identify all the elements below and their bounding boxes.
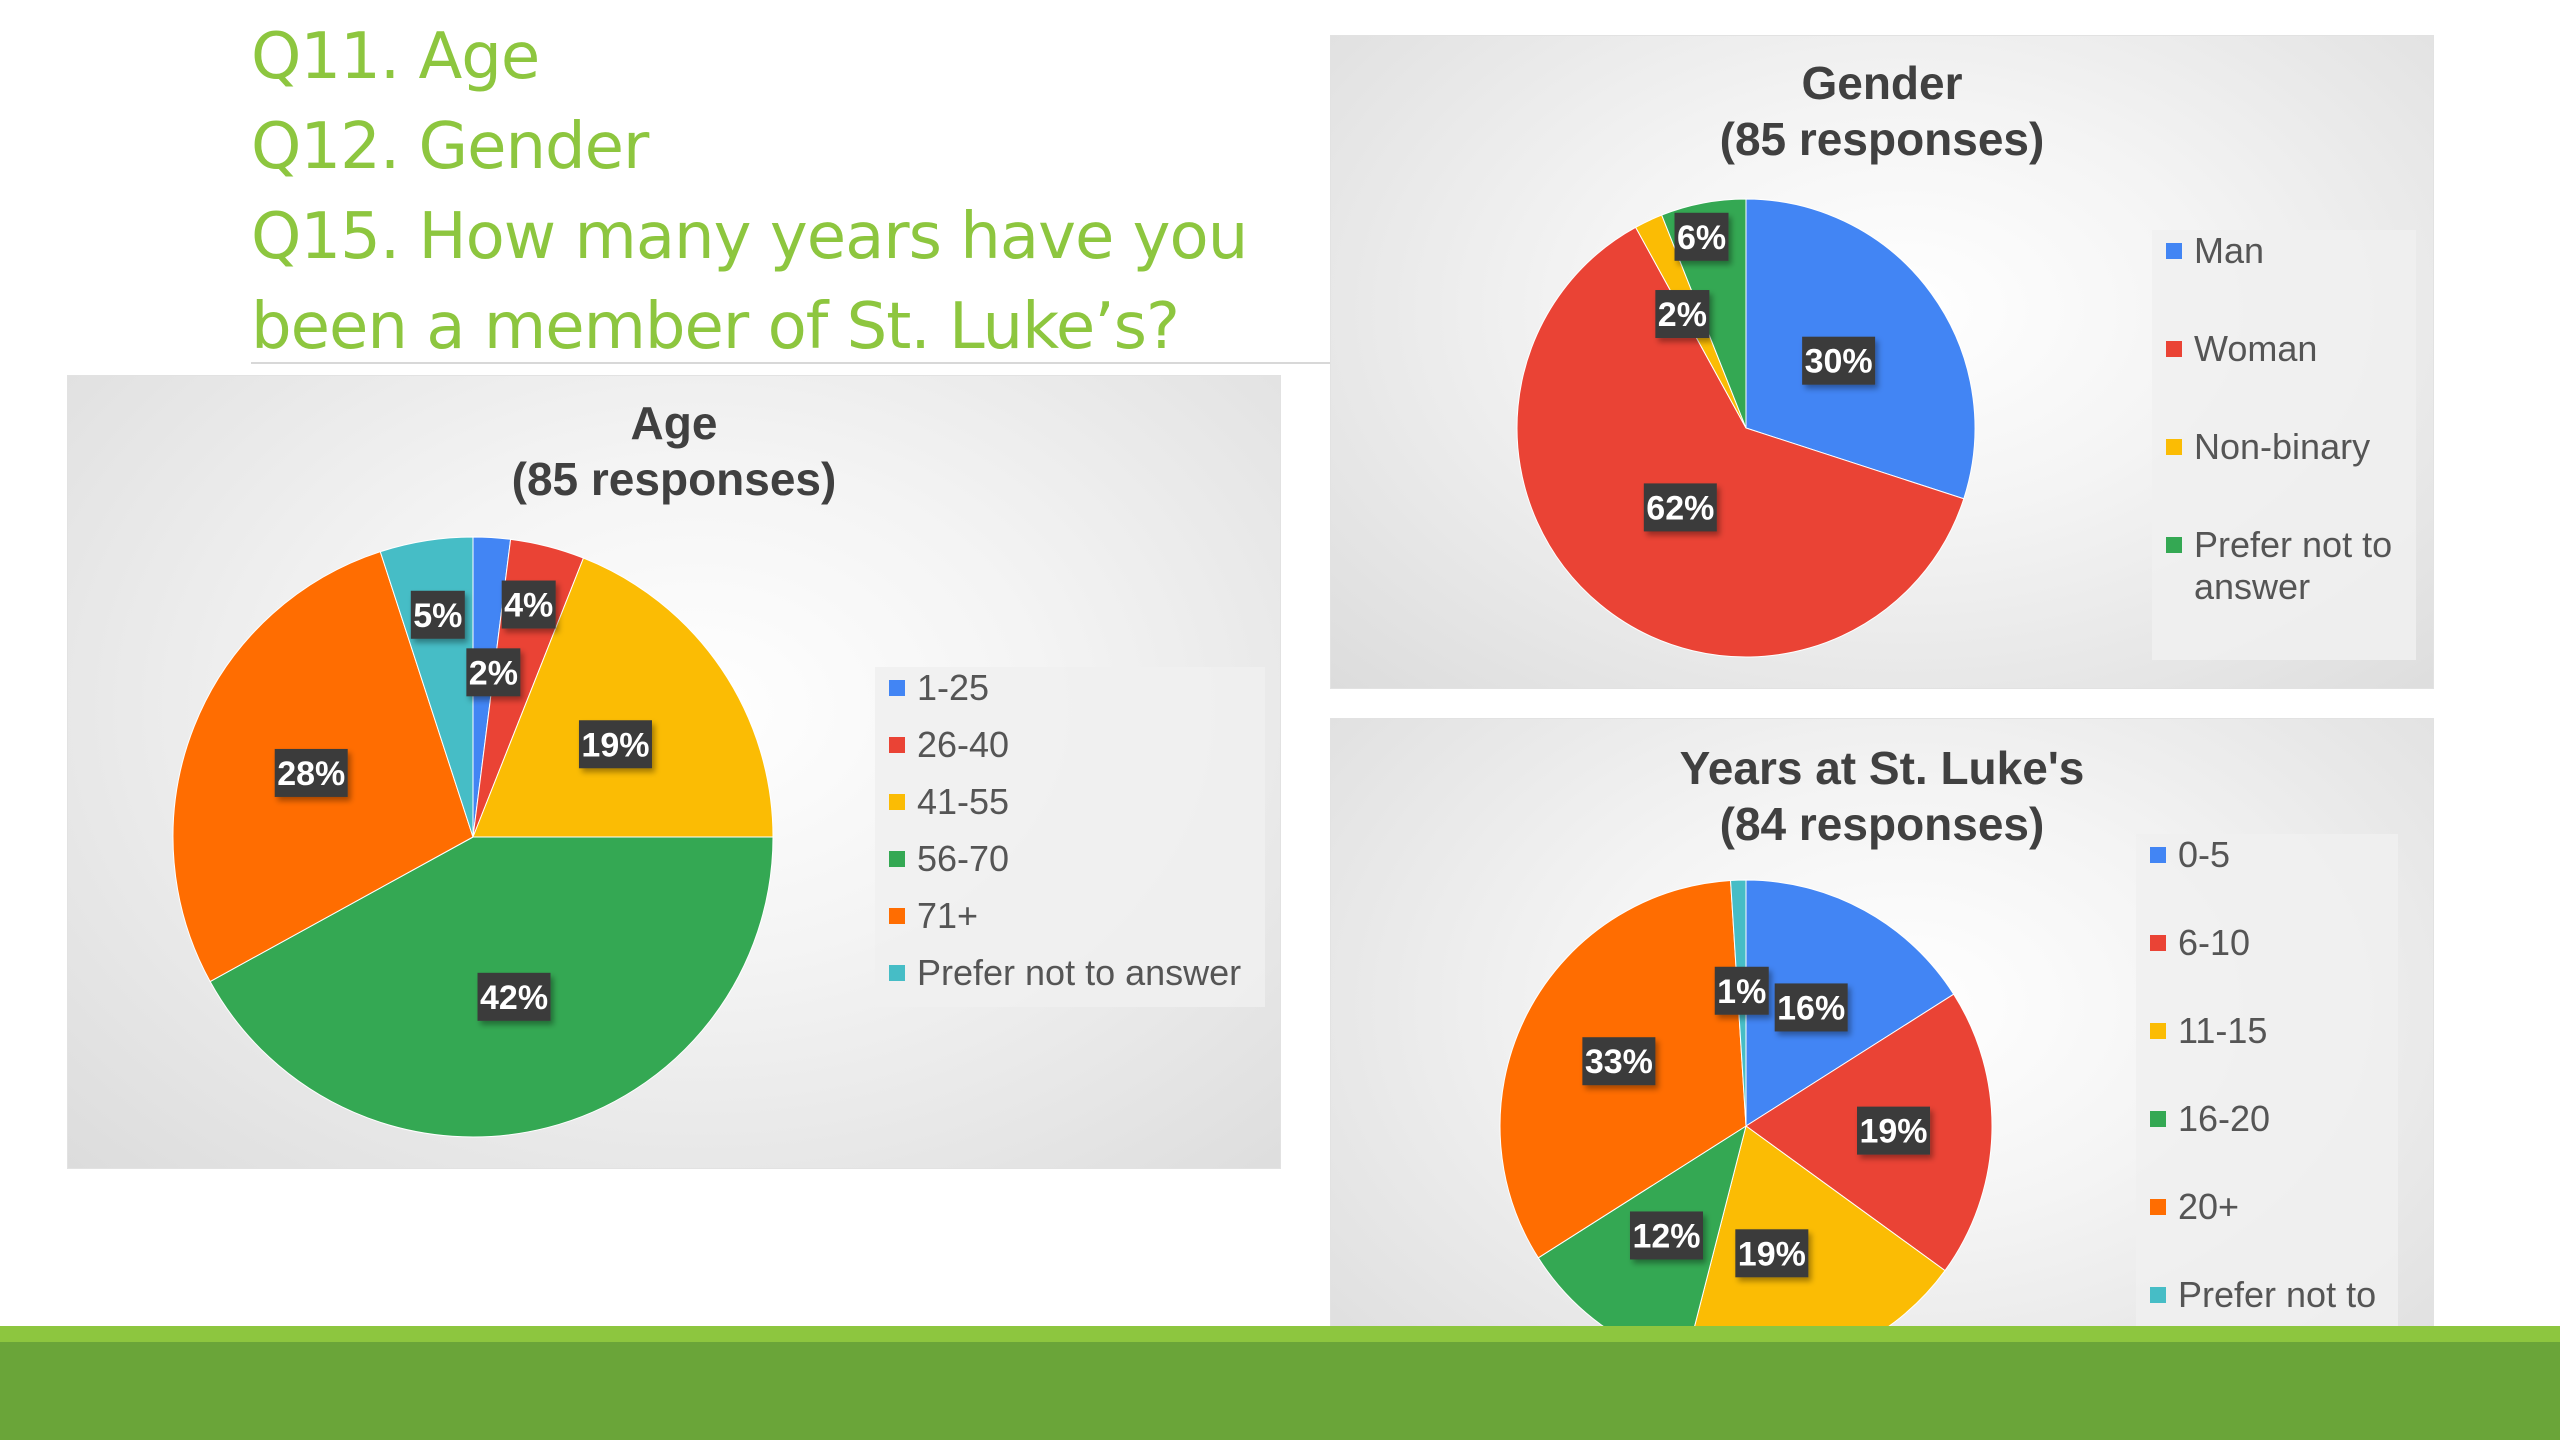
legend-label: 26-40 xyxy=(917,724,1010,765)
chart-title-text: Gender xyxy=(1801,57,1963,109)
data-label: 33% xyxy=(1582,1037,1656,1086)
chart-subtitle-text: (84 responses) xyxy=(1719,798,2045,850)
bottom-decor-highlight xyxy=(0,1326,2560,1342)
data-label: 19% xyxy=(1857,1106,1931,1155)
legend-swatch xyxy=(889,908,905,924)
svg-text:42%: 42% xyxy=(480,979,548,1017)
legend-label: 71+ xyxy=(917,895,979,936)
legend-label: 0-5 xyxy=(2178,834,2231,875)
legend-swatch xyxy=(889,851,905,867)
chart-title-text: Age xyxy=(630,397,718,449)
gender-legend: Man Woman Non-binary Prefer not to answer xyxy=(2152,230,2416,660)
legend-label: Woman xyxy=(2194,328,2318,369)
pie-slice-41-55 xyxy=(472,557,774,838)
data-label: 1% xyxy=(1714,966,1769,1015)
gender-pie-svg: 30% 62% 2% 6% xyxy=(1516,198,1976,658)
gender-chart-panel: Gender (85 responses) 30% 62% 2% 6% Man Woma… xyxy=(1330,35,2434,689)
svg-text:62%: 62% xyxy=(1646,489,1714,527)
years-chart-panel: Years at St. Luke's (84 responses) 16% 19… xyxy=(1330,718,2434,1402)
legend-label: Non-binary xyxy=(2194,426,2371,467)
legend-swatch xyxy=(2166,341,2182,357)
legend-label: 56-70 xyxy=(917,838,1010,879)
legend-label: 6-10 xyxy=(2178,922,2251,963)
legend-label: Man xyxy=(2194,230,2265,271)
chart-title-text: Years at St. Luke's xyxy=(1679,742,2085,794)
slide-title-line: Q12. Gender xyxy=(251,110,649,184)
gender-chart-title: Gender (85 responses) xyxy=(1330,55,2434,167)
bottom-decor-bar xyxy=(0,1326,2560,1440)
legend-label: 20+ xyxy=(2178,1186,2240,1227)
data-label: 2% xyxy=(466,648,521,697)
legend-label: 11-15 xyxy=(2178,1010,2268,1051)
svg-text:33%: 33% xyxy=(1585,1043,1653,1081)
legend-label: 41-55 xyxy=(917,781,1010,822)
svg-text:28%: 28% xyxy=(277,755,345,793)
legend-swatch xyxy=(2166,439,2182,455)
age-pie-svg: 2% 4% 19% 42% 28% 5% xyxy=(172,536,774,1138)
svg-text:12%: 12% xyxy=(1632,1217,1700,1255)
legend-swatch xyxy=(889,794,905,810)
svg-text:5%: 5% xyxy=(413,597,462,635)
data-label: 16% xyxy=(1774,983,1848,1032)
legend-swatch xyxy=(889,680,905,696)
legend-swatch xyxy=(2150,1111,2166,1127)
legend-swatch xyxy=(2166,243,2182,259)
data-label: 28% xyxy=(274,748,348,797)
legend-swatch xyxy=(889,737,905,753)
age-legend: 1-25 26-40 41-55 56-70 71+ Prefer not to answ… xyxy=(875,667,1265,1007)
svg-text:19%: 19% xyxy=(1859,1113,1927,1151)
years-pie-svg: 16% 19% 19% 12% 33% 1% xyxy=(1499,879,1993,1373)
slide-title-line: been a member of St. Luke’s? xyxy=(251,290,1180,364)
legend-label: Prefer not to answer xyxy=(917,952,1242,993)
data-label: 30% xyxy=(1802,336,1876,385)
data-label: 19% xyxy=(578,720,652,769)
svg-text:30%: 30% xyxy=(1805,343,1873,381)
legend-swatch xyxy=(2150,847,2166,863)
data-label: 5% xyxy=(410,590,465,639)
svg-text:6%: 6% xyxy=(1677,219,1726,257)
slide-title: Q11. Age Q12. Gender Q15. How many years… xyxy=(251,12,1331,372)
legend-swatch xyxy=(889,965,905,981)
svg-text:2%: 2% xyxy=(469,654,518,692)
svg-text:19%: 19% xyxy=(581,726,649,764)
pie-slice-0-5 xyxy=(1745,879,1955,1127)
svg-text:4%: 4% xyxy=(504,587,553,625)
data-label: 6% xyxy=(1674,212,1729,261)
legend-label: Prefer not to answer xyxy=(2194,524,2393,607)
chart-subtitle-text: (85 responses) xyxy=(511,453,837,505)
data-label: 4% xyxy=(501,580,556,629)
data-label: 19% xyxy=(1735,1229,1809,1278)
age-chart-panel: Age (85 responses) 2% 4% 19% 42% 28% 5% 1-25 2… xyxy=(67,375,1281,1169)
years-chart-title: Years at St. Luke's (84 responses) xyxy=(1330,740,2434,852)
legend-swatch xyxy=(2166,537,2182,553)
legend-label: 16-20 xyxy=(2178,1098,2271,1139)
data-label: 2% xyxy=(1655,290,1710,339)
data-label: 12% xyxy=(1629,1211,1703,1260)
legend-swatch xyxy=(2150,935,2166,951)
chart-subtitle-text: (85 responses) xyxy=(1719,113,2045,165)
svg-text:19%: 19% xyxy=(1738,1235,1806,1273)
legend-swatch xyxy=(2150,1199,2166,1215)
svg-text:2%: 2% xyxy=(1658,296,1707,334)
data-label: 42% xyxy=(477,972,551,1021)
legend-swatch xyxy=(2150,1023,2166,1039)
slide-title-line: Q11. Age xyxy=(251,20,540,94)
legend-label: 1-25 xyxy=(917,667,990,708)
title-underline xyxy=(251,362,1331,364)
svg-text:1%: 1% xyxy=(1717,973,1766,1011)
legend-swatch xyxy=(2150,1287,2166,1303)
slide-title-line: Q15. How many years have you xyxy=(251,200,1248,274)
pie-slice-woman xyxy=(1516,226,1965,658)
data-label: 62% xyxy=(1643,483,1717,532)
svg-text:16%: 16% xyxy=(1777,989,1845,1027)
age-chart-title: Age (85 responses) xyxy=(67,395,1281,507)
